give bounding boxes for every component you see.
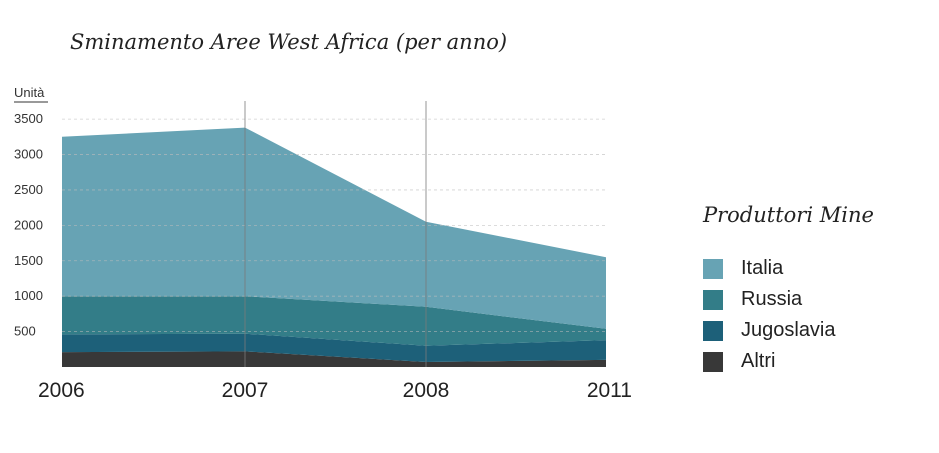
y-tick-label: 500 (14, 324, 36, 339)
y-tick-label: 1500 (14, 253, 43, 268)
y-tick-label: 3500 (14, 111, 43, 126)
y-axis-label: Unità (14, 85, 45, 100)
y-tick-label: 2000 (14, 217, 43, 232)
area-italia (62, 127, 606, 329)
legend-item-italia: Italia (703, 253, 836, 284)
x-tick-label: 2007 (222, 379, 269, 402)
legend-item-altri: Altri (703, 346, 836, 377)
legend-title: Produttori Mine (703, 203, 874, 227)
chart-title: Sminamento Aree West Africa (per anno) (70, 30, 508, 54)
area-altri (62, 351, 606, 367)
legend-label-italia: Italia (741, 257, 784, 279)
legend-swatch-jugoslavia (703, 320, 723, 341)
legend: Italia Russia Jugoslavia Altri (703, 253, 836, 377)
area-jugoslavia (62, 333, 606, 362)
y-tick-label: 3000 (14, 147, 43, 162)
x-tick-label: 2008 (403, 379, 450, 402)
legend-swatch-italia (703, 258, 723, 279)
x-tick-label: 2011 (587, 379, 632, 402)
legend-label-russia: Russia (741, 288, 803, 310)
legend-item-russia: Russia (703, 284, 836, 315)
legend-item-jugoslavia: Jugoslavia (703, 315, 836, 346)
legend-swatch-altri (703, 351, 723, 372)
y-tick-label: 1000 (14, 288, 43, 303)
y-tick-label: 2500 (14, 182, 43, 197)
legend-label-jugoslavia: Jugoslavia (741, 319, 836, 341)
legend-swatch-russia (703, 289, 723, 310)
legend-label-altri: Altri (741, 350, 776, 372)
x-tick-label: 2006 (38, 379, 85, 402)
area-russia (62, 296, 606, 346)
